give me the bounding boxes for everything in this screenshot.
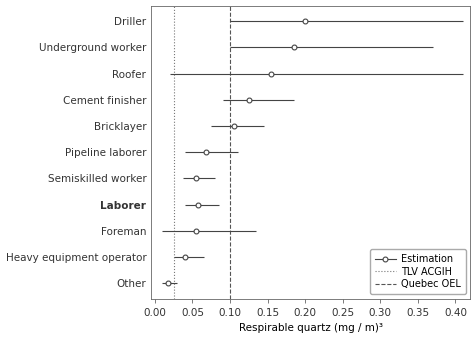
X-axis label: Respirable quartz (mg / m)³: Respirable quartz (mg / m)³ <box>239 323 383 334</box>
Legend: Estimation, TLV ACGIH, Quebec OEL: Estimation, TLV ACGIH, Quebec OEL <box>370 250 466 294</box>
